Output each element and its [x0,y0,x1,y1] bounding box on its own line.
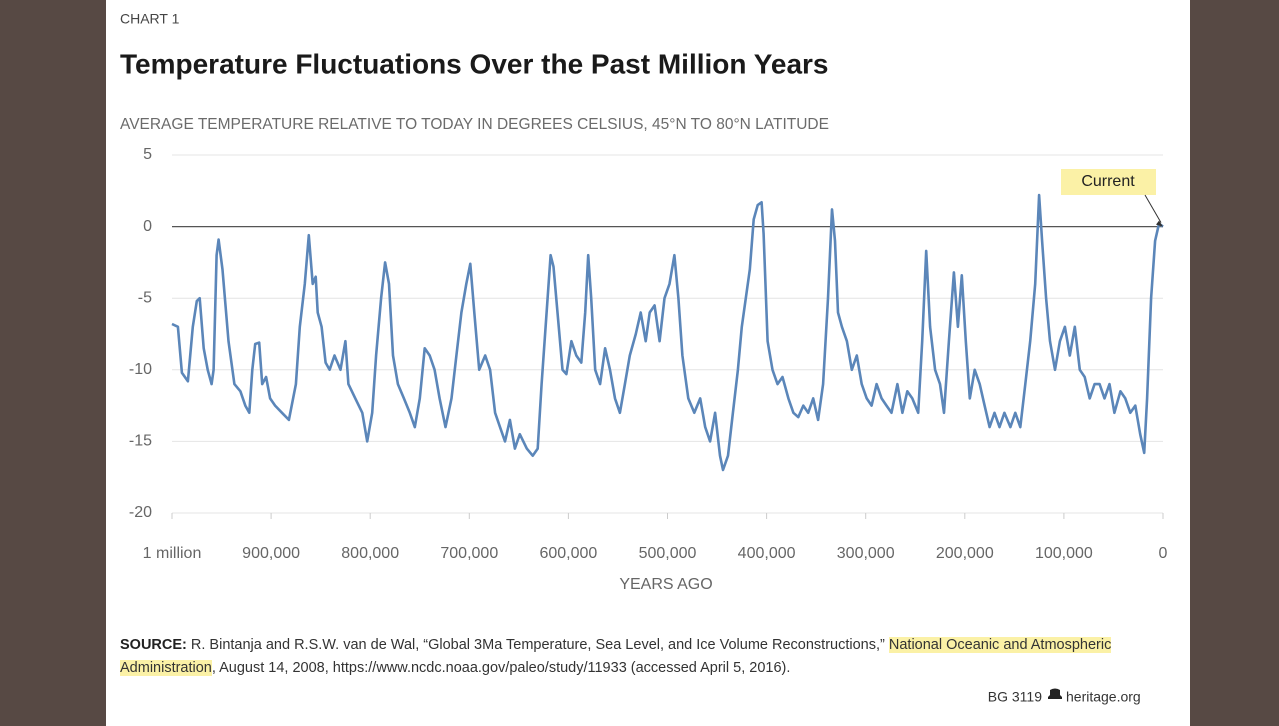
source-text: , August 14, 2008, https://www.ncdc.noaa… [211,660,791,676]
source-label: SOURCE: [120,637,187,653]
y-tick-label: 5 [143,146,152,163]
y-tick-label: -5 [138,289,152,306]
bell-icon [1048,688,1062,699]
annotation-arrow [1144,194,1162,223]
x-tick-label: 1 million [143,545,202,562]
y-tick-label: -15 [129,433,152,450]
footer-site: heritage.org [1066,689,1141,705]
x-tick-label: 500,000 [639,545,697,562]
source: SOURCE: R. Bintanja and R.S.W. van de Wa… [120,634,1150,680]
x-tick-label: 600,000 [539,545,597,562]
x-tick-label: 0 [1159,545,1168,562]
x-tick-label: 400,000 [738,545,796,562]
x-tick-label: 200,000 [936,545,994,562]
arrow-head [1156,220,1163,227]
x-tick-label: 100,000 [1035,545,1093,562]
annotation-box [1061,169,1156,195]
plot: 5 0 -5 -10 -15 -20 1 million 900,000 800,000 700,… [129,146,1168,562]
y-tick-label: -20 [129,504,152,521]
y-tick-label: -10 [129,361,152,378]
temperature-line [171,193,1164,472]
subtitle: AVERAGE TEMPERATURE RELATIVE TO TODAY IN… [120,116,829,133]
chart-title: Temperature Fluctuations Over the Past M… [120,48,829,79]
y-tick-label: 0 [143,218,152,235]
x-tick-label: 300,000 [837,545,895,562]
panel [106,0,1190,726]
source-text: R. Bintanja and R.S.W. van de Wal, “Glob… [190,637,885,653]
x-tick-label: 800,000 [341,545,399,562]
x-axis-title: YEARS AGO [619,576,712,593]
kicker: CHART 1 [120,11,180,27]
x-tick-label: 700,000 [440,545,498,562]
footer-id: BG 3119 [988,689,1042,705]
x-tick-label: 900,000 [242,545,300,562]
annotation: Current [1081,173,1135,190]
